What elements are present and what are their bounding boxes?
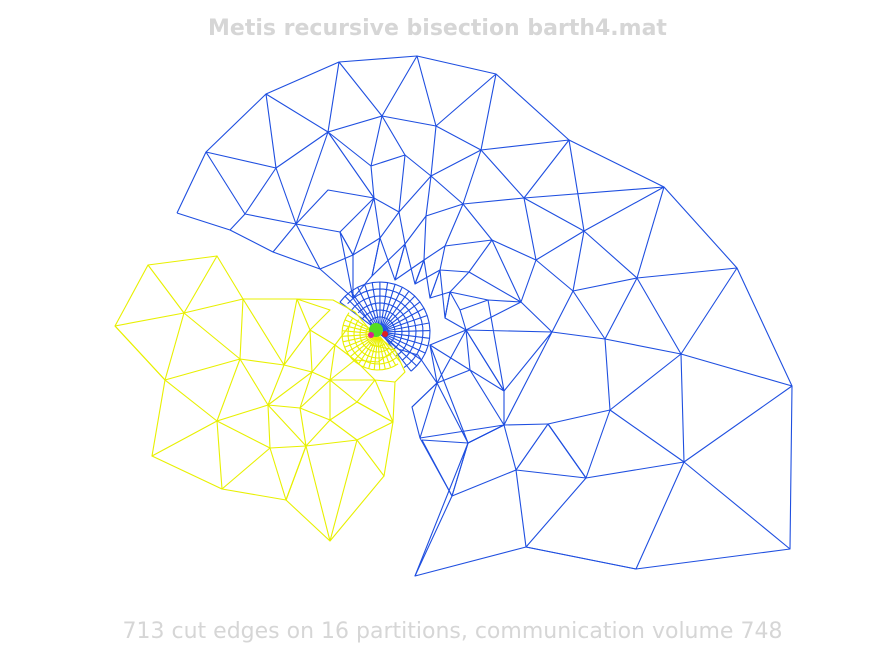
blue-mesh-lines (339, 197, 489, 384)
blue-fan-edge (382, 301, 421, 331)
blue-fan-edge (382, 330, 431, 333)
blue-fan-edge (382, 322, 430, 333)
yellow-mesh-lines (354, 344, 396, 423)
blue-mesh-lines (480, 139, 570, 199)
yellow-fan-edge (346, 335, 376, 353)
yellow-fan-edge (378, 336, 392, 368)
blue-mesh-lines (421, 423, 587, 479)
blue-mesh-lines (419, 329, 505, 444)
blue-mesh-lines (419, 424, 505, 497)
figure-title: Metis recursive bisection barth4.mat (208, 16, 667, 41)
yellow-outer-boundary (114, 255, 406, 542)
yellow-mesh-lines (299, 379, 394, 542)
blue-partition-mesh (176, 55, 793, 577)
blue-fan-edge (382, 331, 430, 339)
blue-fan-edge (350, 290, 379, 330)
yellow-fan-edge (377, 336, 381, 371)
blue-fan-edge (379, 282, 389, 330)
blue-outer-boundary (176, 55, 793, 577)
blue-mesh-lines (604, 277, 685, 463)
blue-mesh-lines (381, 55, 437, 127)
yellow-mesh-lines (285, 445, 307, 501)
blue-fan-edge (364, 284, 380, 330)
yellow-fan-edge (362, 336, 378, 368)
blue-fan-edge (382, 314, 428, 332)
yellow-fan-edge (349, 335, 377, 358)
blue-fan-edge (381, 290, 410, 330)
yellow-fan-edge (379, 336, 397, 366)
yellow-fan-edge (353, 319, 392, 359)
yellow-fan-edge (368, 336, 378, 369)
blue-mesh-lines (381, 115, 482, 205)
yellow-mesh-lines (114, 255, 244, 381)
blue-mesh-lines (411, 301, 553, 408)
blue-mesh-lines (275, 167, 375, 270)
yellow-fan-edge (373, 336, 379, 370)
blue-fan-edge (380, 286, 403, 330)
blue-mesh-lines (547, 331, 611, 479)
blue-fan-edge (371, 282, 381, 330)
blue-mesh-lines (525, 461, 791, 570)
blue-fan-edge (381, 295, 416, 331)
blue-fan-edge (357, 302, 410, 357)
blue-mesh-lines (295, 115, 406, 225)
blue-mesh-lines (414, 442, 527, 577)
red-partition-blob (382, 331, 388, 337)
yellow-fan-edge (365, 326, 385, 347)
blue-fan-edge (357, 287, 380, 330)
blue-mesh-lines (205, 93, 329, 169)
blue-fan-edge (382, 332, 426, 354)
yellow-fan-edge (341, 312, 399, 371)
blue-mesh-lines (373, 154, 553, 392)
partition-core-cluster (368, 323, 388, 338)
blue-mesh-lines (568, 139, 665, 279)
blue-mesh-lines (205, 151, 246, 231)
blue-mesh-lines (244, 93, 297, 253)
blue-fan-edge (382, 333, 422, 361)
blue-fan-edge (380, 284, 396, 330)
blue-mesh-lines (523, 186, 665, 232)
blue-fan-edge (381, 333, 418, 367)
blue-mesh-lines (680, 353, 793, 463)
yellow-mesh-lines (267, 324, 356, 447)
blue-mesh-lines (551, 230, 638, 340)
yellow-fan-edge (358, 336, 377, 365)
magenta-partition-blob (368, 332, 374, 338)
yellow-mesh-lines (242, 298, 336, 373)
blue-fan-edge (347, 288, 424, 369)
yellow-mesh-lines (151, 358, 307, 501)
blue-mesh-lines (636, 267, 738, 355)
blue-mesh-lines (327, 61, 383, 133)
blue-mesh-lines (435, 73, 497, 151)
yellow-fan-edge (353, 335, 377, 362)
blue-fan-edge (382, 332, 429, 347)
blue-mesh-lines (462, 149, 537, 303)
blue-mesh-lines (352, 237, 461, 319)
yellow-partition-mesh (114, 255, 406, 542)
yellow-fan-edge (378, 336, 386, 370)
blue-fan-edge (382, 307, 425, 332)
yellow-fan-edge (379, 335, 401, 363)
blue-dense-fan (339, 281, 431, 372)
figure-caption: 713 cut edges on 16 partitions, communic… (122, 619, 783, 644)
